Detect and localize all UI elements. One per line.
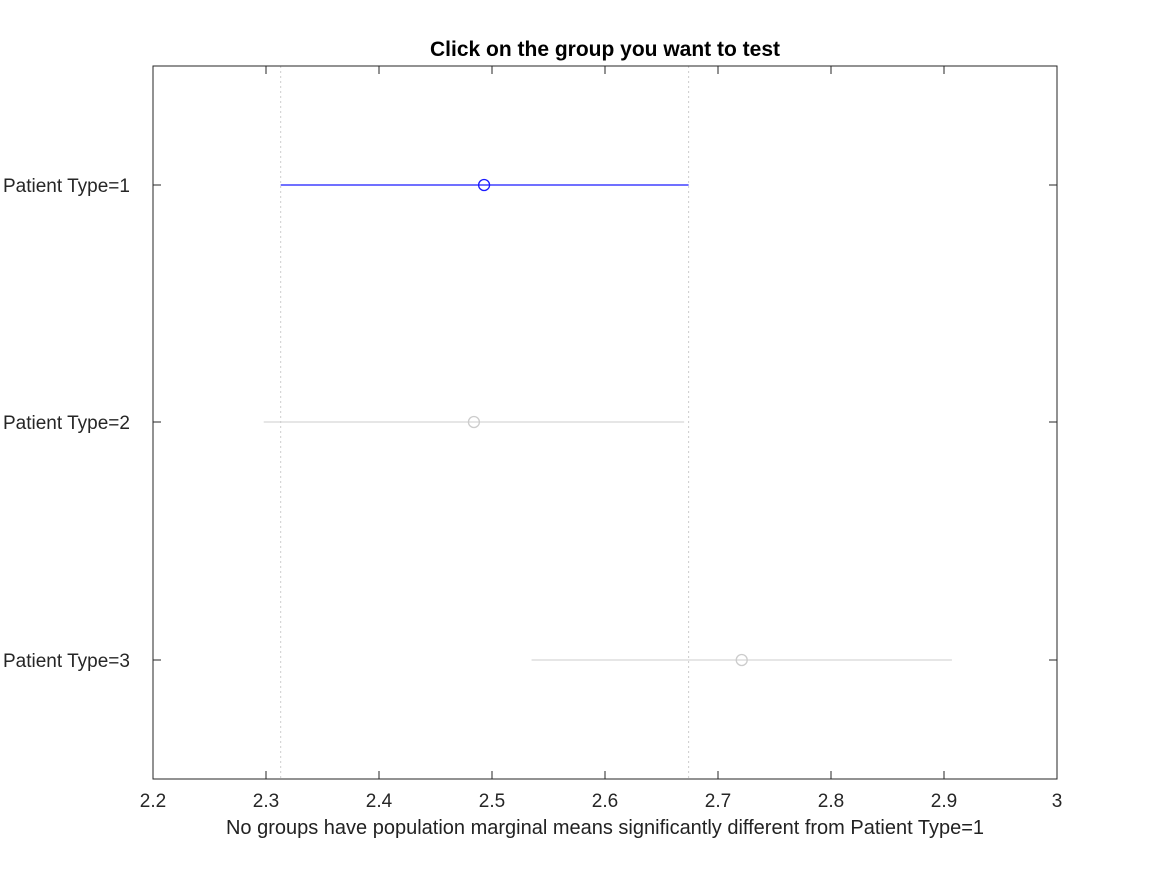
x-axis-label: No groups have population marginal means… bbox=[225, 817, 985, 839]
chart-title: Click on the group you want to test bbox=[429, 38, 780, 61]
x-tick-label: 3 bbox=[1052, 791, 1063, 812]
group-3-label[interactable]: Patient Type=3 bbox=[3, 651, 130, 672]
group-2-mean-marker[interactable] bbox=[467, 415, 481, 429]
x-tick-label: 2.2 bbox=[140, 791, 166, 812]
x-tick-label: 2.4 bbox=[366, 791, 393, 812]
x-tick-label: 2.7 bbox=[705, 791, 731, 812]
x-tick-label: 2.9 bbox=[931, 791, 957, 812]
group-1-label[interactable]: Patient Type=1 bbox=[3, 176, 130, 197]
x-tick-label: 2.3 bbox=[253, 791, 279, 812]
group-1-mean-marker[interactable] bbox=[477, 178, 491, 192]
x-tick-label: 2.6 bbox=[592, 791, 618, 812]
x-tick-label: 2.5 bbox=[479, 791, 505, 812]
x-tick-label: 2.8 bbox=[818, 791, 844, 812]
group-3-mean-marker[interactable] bbox=[735, 653, 748, 667]
group-2-label[interactable]: Patient Type=2 bbox=[3, 413, 130, 434]
